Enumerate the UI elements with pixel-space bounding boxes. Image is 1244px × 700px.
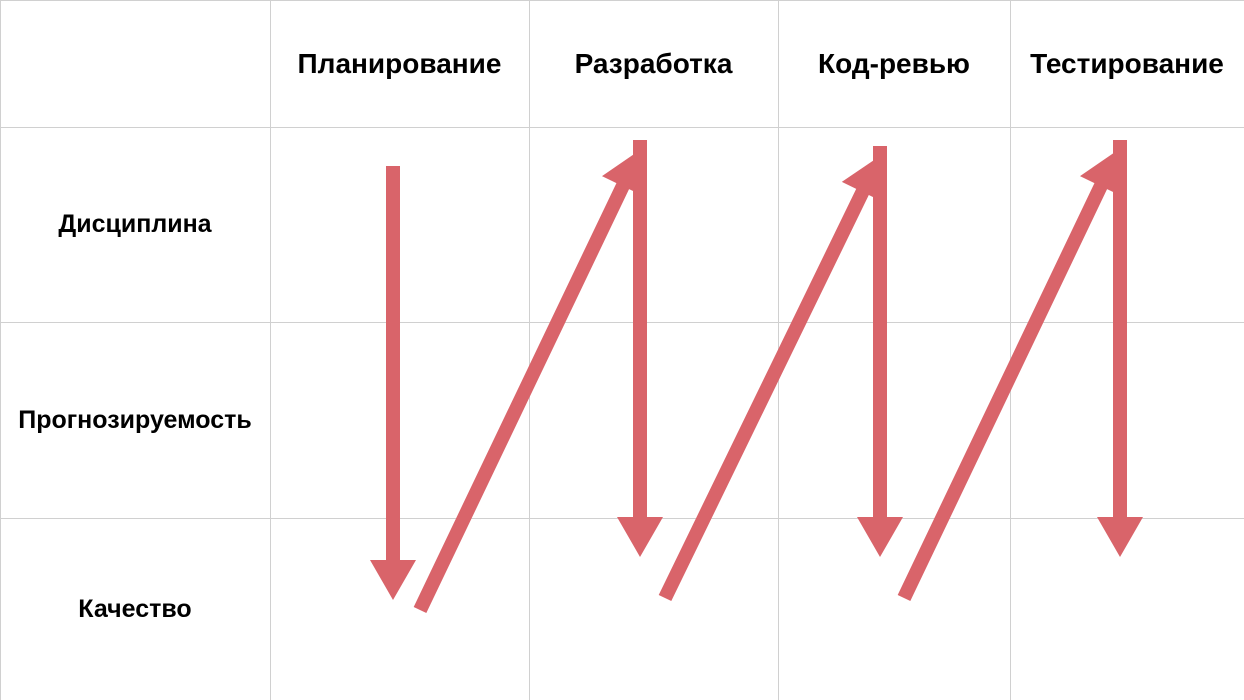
row-label-discipline: Дисциплина (0, 127, 270, 322)
header-cell-testing: Тестирование (1010, 0, 1244, 127)
row-label-predictability: Прогнозируемость (0, 322, 270, 518)
header-cell-code-review: Код-ревью (778, 0, 1010, 127)
diagram-container: Планирование Разработка Код-ревью Тестир… (0, 0, 1244, 700)
row-label-quality: Качество (0, 518, 270, 700)
header-cell-empty (0, 0, 270, 127)
header-cell-planning: Планирование (270, 0, 529, 127)
header-cell-development: Разработка (529, 0, 778, 127)
